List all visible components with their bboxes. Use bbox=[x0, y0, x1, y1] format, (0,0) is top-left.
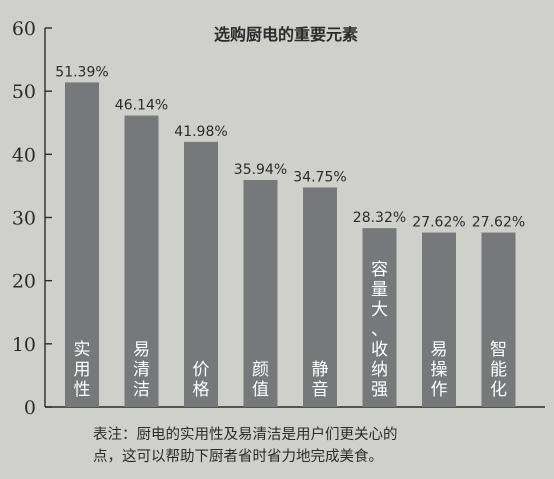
category-label: 易清洁 bbox=[133, 340, 150, 400]
caption-line-1: 表注：厨电的实用性及易清洁是用户们更关心的 bbox=[93, 427, 398, 443]
bar bbox=[243, 179, 278, 407]
bar-value-label: 46.14% bbox=[115, 98, 168, 114]
category-label: 容量大、收纳强 bbox=[371, 260, 388, 400]
bar-value-label: 51.39% bbox=[55, 64, 108, 80]
category-label: 颜值 bbox=[252, 360, 269, 400]
category-label: 静音 bbox=[312, 360, 329, 400]
bar bbox=[481, 232, 516, 407]
bar-value-label: 41.98% bbox=[174, 124, 227, 140]
y-tick-label: 50 bbox=[12, 81, 36, 103]
y-tick-label: 10 bbox=[12, 334, 36, 356]
bar-value-label: 28.32% bbox=[353, 210, 406, 226]
y-tick-label: 60 bbox=[12, 18, 36, 40]
caption-line-2: 点，这可以帮助下厨者省时省力地完成美食。 bbox=[93, 449, 383, 465]
bar-value-label: 35.94% bbox=[234, 162, 287, 178]
bar bbox=[184, 141, 218, 407]
bar-value-label: 27.62% bbox=[412, 215, 465, 231]
bar-value-label: 27.62% bbox=[472, 215, 525, 231]
bar bbox=[303, 187, 337, 407]
bar bbox=[422, 232, 456, 407]
category-label: 易操作 bbox=[431, 340, 448, 400]
category-label: 实用性 bbox=[74, 340, 91, 400]
bars-group: 51.39% 实用性 46.14% 易清洁 41.98% 价格 35.94% 颜值 34.75%… bbox=[55, 64, 525, 407]
bar-value-label: 34.75% bbox=[293, 169, 346, 185]
bar bbox=[65, 82, 99, 407]
y-tick-label: 20 bbox=[12, 271, 36, 293]
caption: 表注：厨电的实用性及易清洁是用户们更关心的 点，这可以帮助下厨者省时省力地完成美… bbox=[93, 424, 493, 468]
bar bbox=[124, 115, 159, 407]
category-label: 智能化 bbox=[490, 340, 507, 400]
y-tick-label: 40 bbox=[12, 144, 36, 166]
y-tick-label: 30 bbox=[12, 208, 36, 230]
chart-title: 选购厨电的重要元素 bbox=[214, 25, 358, 44]
category-label: 价格 bbox=[193, 360, 210, 400]
y-tick-label: 0 bbox=[24, 397, 36, 419]
bar bbox=[362, 228, 397, 407]
